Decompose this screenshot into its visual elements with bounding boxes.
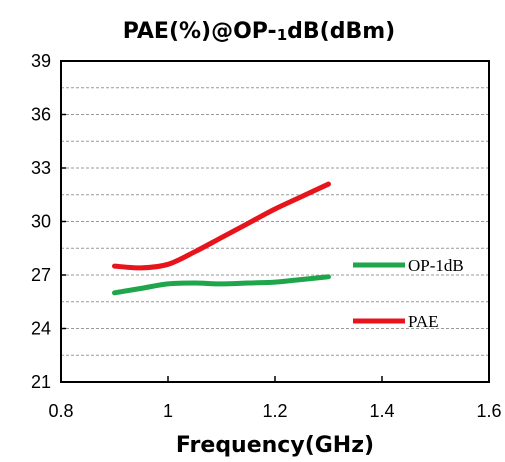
x-tick-label: 1.2: [262, 401, 287, 421]
x-axis-label: Frequency(GHz): [176, 433, 374, 458]
y-tick-label: 24: [31, 319, 51, 339]
y-tick-label: 27: [31, 265, 51, 285]
y-tick-label: 21: [31, 372, 51, 392]
chart-title-post: dB(dBm): [287, 19, 395, 44]
chart-title: PAE(%)@OP-1dB(dBm): [123, 19, 395, 44]
y-tick-labels: 21 24 27 30 33 36 39: [31, 51, 51, 392]
tick-marks: [60, 60, 490, 383]
x-tick-label: 1.4: [369, 401, 394, 421]
grid: [61, 87, 489, 356]
legend-label-op-1db: OP-1dB: [408, 256, 464, 275]
series-lines: [112, 181, 331, 296]
series-line-pae: [112, 181, 331, 271]
y-tick-label: 33: [31, 158, 51, 178]
y-tick-label: 39: [31, 51, 51, 71]
y-tick-label: 36: [31, 105, 51, 125]
y-tick-label: 30: [31, 212, 51, 232]
series-line-op-1db: [112, 274, 331, 296]
chart-title-subscript: 1: [277, 26, 287, 44]
x-tick-label: 1.6: [476, 401, 501, 421]
x-tick-label: 0.8: [48, 401, 73, 421]
plot-frame: [60, 60, 490, 383]
legend-label-pae: PAE: [408, 312, 439, 331]
x-tick-label: 1: [163, 401, 173, 421]
legend: OP-1dB PAE: [353, 256, 464, 331]
chart-title-pre: PAE(%)@OP-: [123, 19, 277, 44]
x-tick-labels: 0.8 1 1.2 1.4 1.6: [48, 401, 501, 421]
